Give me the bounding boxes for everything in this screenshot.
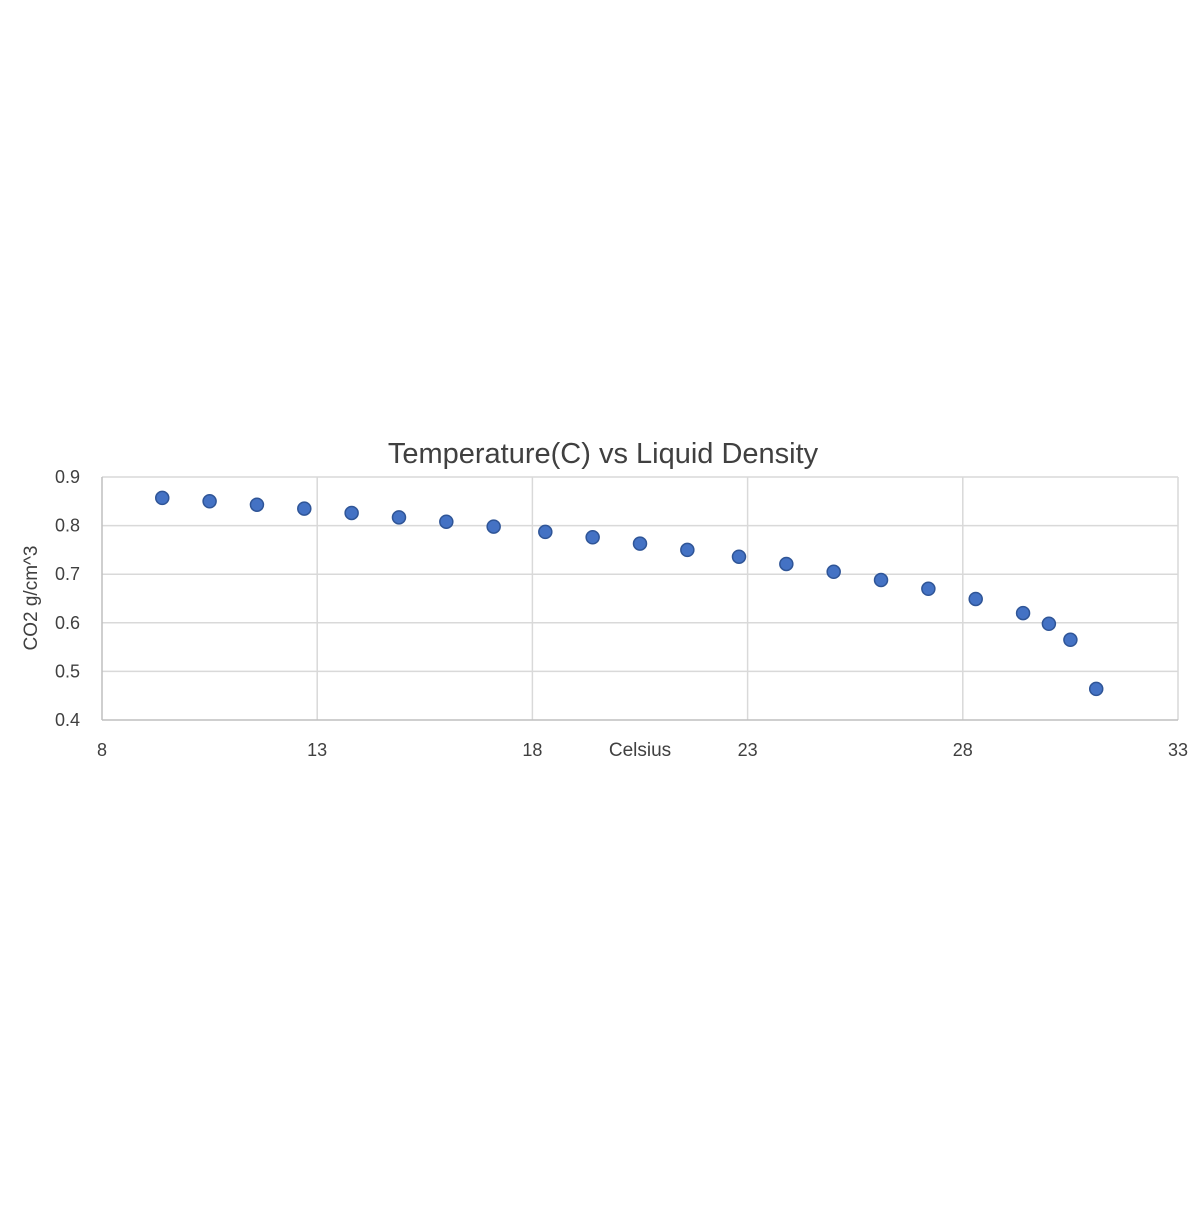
data-point [155,490,170,506]
data-point [391,510,407,525]
y-tick-label: 0.7 [55,564,80,584]
tick-labels: 0.4 0.5 0.6 0.7 0.8 0.9 8 13 18 23 28 33 [55,467,1188,760]
y-tick-label: 0.4 [55,710,80,730]
y-axis-label: CO2 g/cm^3 [21,545,42,650]
y-tick-label: 0.9 [55,467,80,487]
chart-title: Temperature(C) vs Liquid Density [388,438,819,470]
data-points [155,490,1104,697]
data-point [826,564,841,580]
data-point [1063,632,1078,648]
data-point [921,581,936,597]
x-tick-label: 8 [97,740,107,760]
y-tick-label: 0.6 [55,613,80,633]
data-point [486,519,501,534]
data-point [1015,605,1031,621]
data-point [344,505,359,521]
data-point [632,536,648,551]
data-point [1041,616,1057,632]
data-point [968,591,983,607]
data-point [680,542,695,558]
data-point [873,572,889,588]
data-point [1088,681,1104,697]
axes [101,477,1178,721]
data-point [731,549,747,564]
data-point [439,514,454,529]
gridlines [102,476,1179,720]
data-point [202,494,217,509]
data-point [538,524,553,540]
x-axis-label: Celsius [609,740,671,761]
x-tick-label: 33 [1168,740,1188,760]
y-tick-label: 0.8 [55,516,80,536]
data-point [779,556,794,572]
data-point [249,497,265,512]
x-tick-label: 18 [522,740,542,760]
data-point [297,501,312,516]
y-tick-label: 0.5 [55,661,80,681]
data-point [585,530,600,545]
x-tick-label: 23 [738,740,758,760]
x-tick-label: 13 [307,740,327,760]
x-tick-label: 28 [953,740,973,760]
